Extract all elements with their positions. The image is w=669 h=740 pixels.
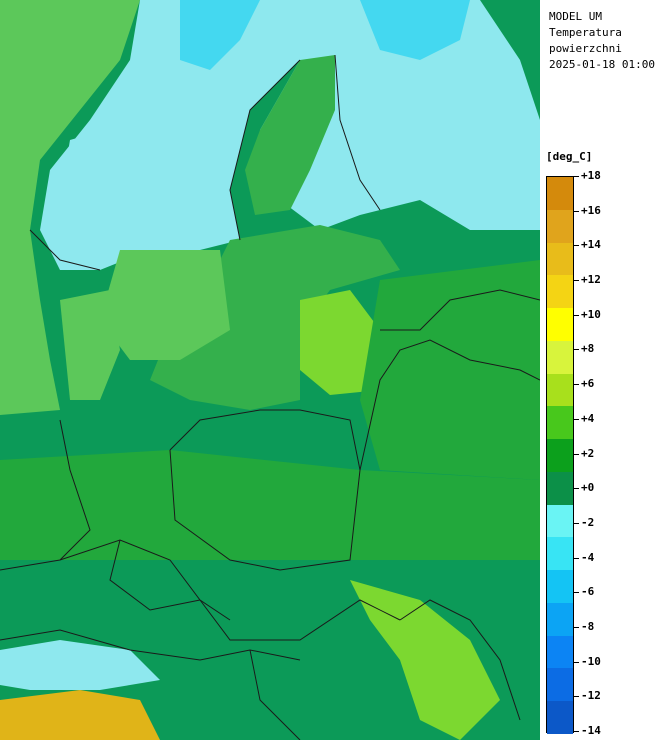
scale-tick-label: -10 [581,654,601,668]
scale-tick [574,696,579,698]
scale-tick-label: +6 [581,377,595,391]
scale-tick [574,731,579,732]
scale-tick-label: +0 [581,481,595,495]
scale-segment [547,406,573,440]
south-sweden [100,250,230,360]
gulf-of-bothnia [245,55,335,215]
scale-tick [574,176,579,177]
scale-tick-label: +8 [581,342,595,356]
scale-segment [547,439,573,473]
north-sea-region [0,0,140,415]
scale-tick-label: +4 [581,411,595,425]
scale-segment [547,340,573,374]
scale-tick-label: +16 [581,203,601,217]
scale-segment [547,308,573,342]
eastern-plain [360,260,540,480]
scale-tick-label: +10 [581,307,601,321]
alps-cold [0,640,160,690]
scale-tick-label: +14 [581,238,601,252]
scale-segment [547,570,573,604]
scale-tick [574,626,579,628]
scale-tick [574,522,579,524]
scale-tick [574,418,579,420]
model-name: MODEL UM [549,10,602,23]
map-canvas [0,0,540,740]
north-italy-hot [0,690,160,740]
field-name-line2: powierzchni [549,42,622,55]
country-borders [0,54,540,740]
scale-segment [547,373,573,407]
scale-tick [574,245,579,247]
denmark [60,290,120,400]
scale-segment [547,242,573,276]
scale-tick [574,384,579,386]
scale-segment [547,177,573,210]
scale-segment [547,209,573,243]
scale-tick [574,488,579,490]
temperature-map [0,0,540,740]
scale-segment [547,602,573,636]
scale-tick-label: -6 [581,585,595,599]
scale-tick [574,453,579,455]
scale-tick-label: -2 [581,515,595,529]
scale-segment [547,471,573,505]
scale-segment [547,275,573,309]
norway-cold [60,120,170,230]
finland-cold [360,0,470,60]
scale-tick-label: -4 [581,550,595,564]
scale-tick-label: +2 [581,446,595,460]
scale-tick-label: -12 [581,689,601,703]
scale-tick [574,592,579,594]
legend-panel: MODEL UM Temperatura powierzchni 2025-01… [540,0,669,740]
baltic-sea [150,225,400,410]
carpathian-warm [350,580,500,740]
scale-segment [547,701,573,735]
baltic-states [300,290,380,395]
scale-tick [574,314,579,316]
scale-tick [574,661,579,663]
forecast-datetime: 2025-01-18 01:00 [549,58,655,71]
scale-tick [574,557,579,559]
scale-tick-label: -14 [581,724,601,737]
scale-tick [574,210,579,212]
scale-tick-label: +18 [581,169,601,182]
scale-tick [574,349,579,351]
central-europe-green [0,450,540,560]
scale-segment [547,537,573,571]
scale-tick [574,280,579,282]
legend-unit: [deg_C] [546,150,593,163]
field-name-line1: Temperatura [549,26,622,39]
scandinavian-mountains [180,0,260,70]
scale-tick-label: -8 [581,619,595,633]
scale-tick-label: +12 [581,273,601,287]
color-scale-bar [546,176,574,735]
scale-segment [547,504,573,538]
scale-segment [547,668,573,702]
scale-segment [547,635,573,669]
